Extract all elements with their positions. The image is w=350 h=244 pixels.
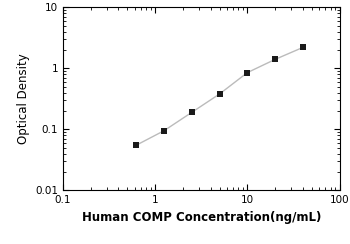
Point xyxy=(189,110,195,114)
Point xyxy=(134,143,139,147)
Y-axis label: Optical Density: Optical Density xyxy=(16,53,30,144)
Point xyxy=(217,92,222,96)
Point xyxy=(245,71,250,75)
Point xyxy=(272,57,278,61)
Point xyxy=(300,45,306,49)
X-axis label: Human COMP Concentration(ng/mL): Human COMP Concentration(ng/mL) xyxy=(82,211,321,224)
Point xyxy=(161,129,167,133)
